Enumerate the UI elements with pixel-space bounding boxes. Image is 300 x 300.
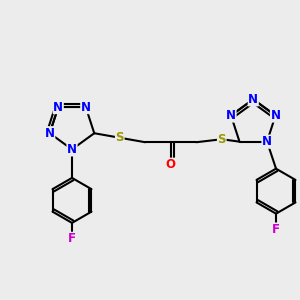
Text: N: N [81,100,91,114]
Text: F: F [272,223,280,236]
Text: S: S [218,133,226,146]
Text: N: N [226,109,236,122]
Text: N: N [45,127,55,140]
Text: S: S [116,131,124,144]
Text: O: O [166,158,176,171]
Text: N: N [67,143,77,156]
Text: F: F [68,232,76,245]
Text: N: N [248,93,258,106]
Text: N: N [262,135,272,148]
Text: N: N [53,100,63,114]
Text: N: N [271,109,281,122]
